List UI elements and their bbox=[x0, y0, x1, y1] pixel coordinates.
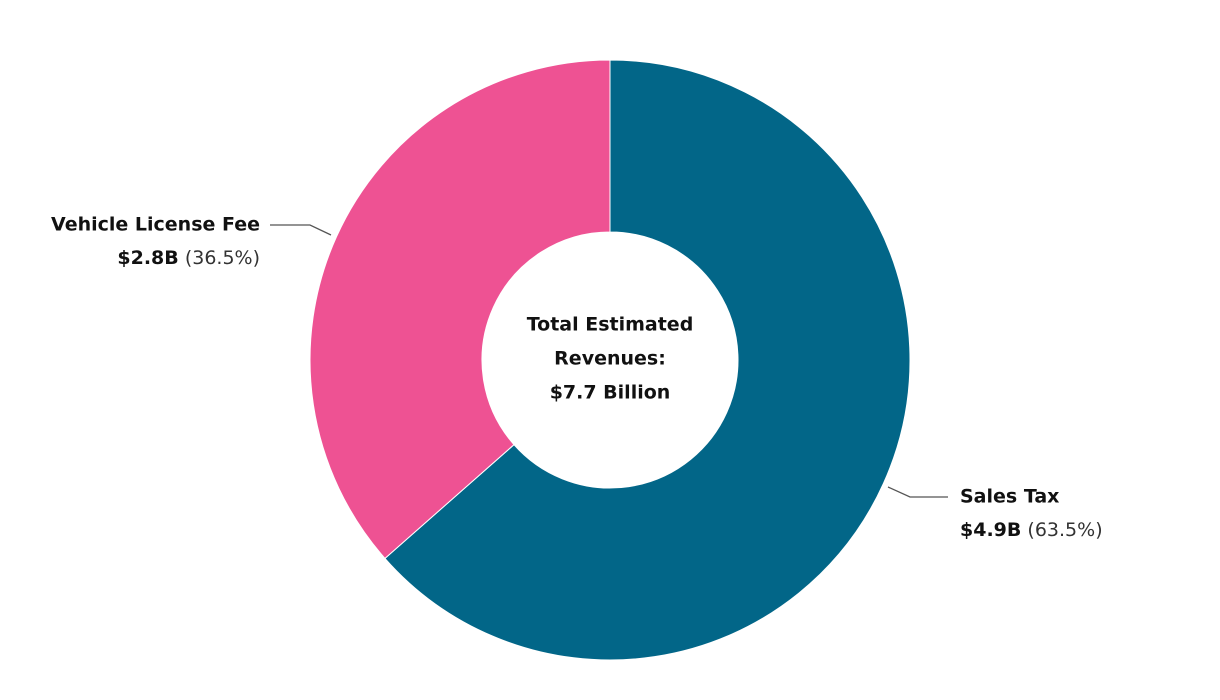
donut bbox=[309, 59, 911, 661]
percent-label: (63.5%) bbox=[1027, 519, 1102, 541]
center-text: Revenues: bbox=[554, 348, 666, 370]
center-text: $7.7 Billion bbox=[550, 382, 671, 404]
slice bbox=[309, 59, 611, 560]
slice-value: $4.9B (63.5%) bbox=[960, 519, 1103, 541]
slice-name: Vehicle License Fee bbox=[51, 214, 260, 236]
slice bbox=[384, 59, 911, 661]
leader-line bbox=[270, 224, 332, 236]
amount-label: $4.9B bbox=[960, 519, 1021, 541]
slice-value: $2.8B (36.5%) bbox=[117, 247, 260, 269]
percent-label: (36.5%) bbox=[185, 247, 260, 269]
slice-name: Sales Tax bbox=[960, 486, 1059, 508]
leader-line bbox=[887, 486, 948, 498]
slice-labels: Sales Tax $4.9B (63.5%) Vehicle License Fe… bbox=[51, 214, 1103, 541]
center-text: Total Estimated bbox=[527, 314, 694, 336]
amount-label: $2.8B bbox=[117, 247, 178, 269]
